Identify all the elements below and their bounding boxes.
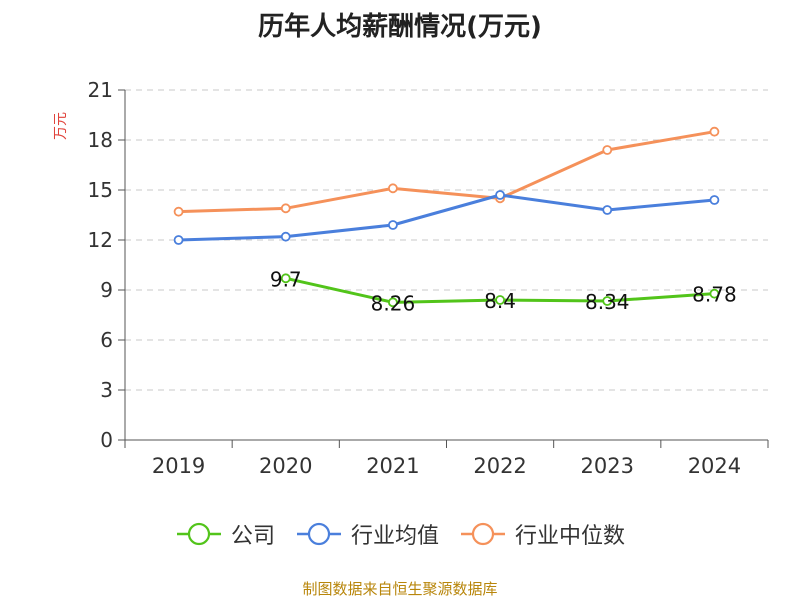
data-point [173,235,184,245]
y-tick-label: 12 [88,228,113,252]
data-point [602,145,613,155]
data-point [709,195,720,205]
legend-item[interactable]: 行业均值 [295,518,439,550]
data-label: 8.34 [585,290,630,314]
legend-swatch-icon [461,522,505,546]
data-label: 9.7 [270,267,302,291]
legend-item[interactable]: 行业中位数 [459,518,625,550]
data-label: 8.26 [371,291,416,315]
y-tick-label: 9 [100,278,113,302]
data-point [495,190,505,200]
data-point [280,203,291,214]
y-tick-label: 18 [88,128,113,152]
data-point [495,295,505,305]
legend-label: 行业中位数 [515,524,626,549]
data-point [602,296,613,306]
data-label: 8.78 [692,283,737,307]
data-point [280,231,291,242]
chart-title: 历年人均薪酬情况(万元) [258,12,542,42]
chart-legend: 公司 行业均值 行业中位数 [0,518,800,550]
x-tick-label: 2023 [581,454,634,478]
data-point [280,273,291,284]
legend-swatch-icon [296,522,341,546]
y-tick-label: 15 [88,178,113,202]
y-tick-label: 6 [100,328,113,352]
data-point [709,126,720,137]
y-tick-label: 21 [88,78,113,102]
x-tick-label: 2019 [152,454,205,478]
data-point [173,206,184,217]
legend-item[interactable]: 公司 [175,518,275,550]
x-tick-label: 2020 [259,454,312,478]
data-source-note: 制图数据来自恒生聚源数据库 [302,580,498,598]
x-tick-label: 2022 [473,454,526,478]
data-point [602,205,613,215]
legend-label: 公司 [230,524,275,549]
x-tick-label: 2021 [366,454,419,478]
legend-label: 行业均值 [350,524,439,549]
data-point [388,183,398,194]
series-line [178,130,715,214]
x-tick-label: 2024 [688,454,741,478]
y-tick-label: 3 [100,378,113,402]
legend-swatch-icon [176,522,221,546]
series-line [178,193,715,242]
data-label: 8.4 [484,289,516,313]
data-point [709,288,720,299]
y-tick-label: 0 [100,428,113,452]
data-point [388,297,398,308]
data-point [388,220,398,230]
